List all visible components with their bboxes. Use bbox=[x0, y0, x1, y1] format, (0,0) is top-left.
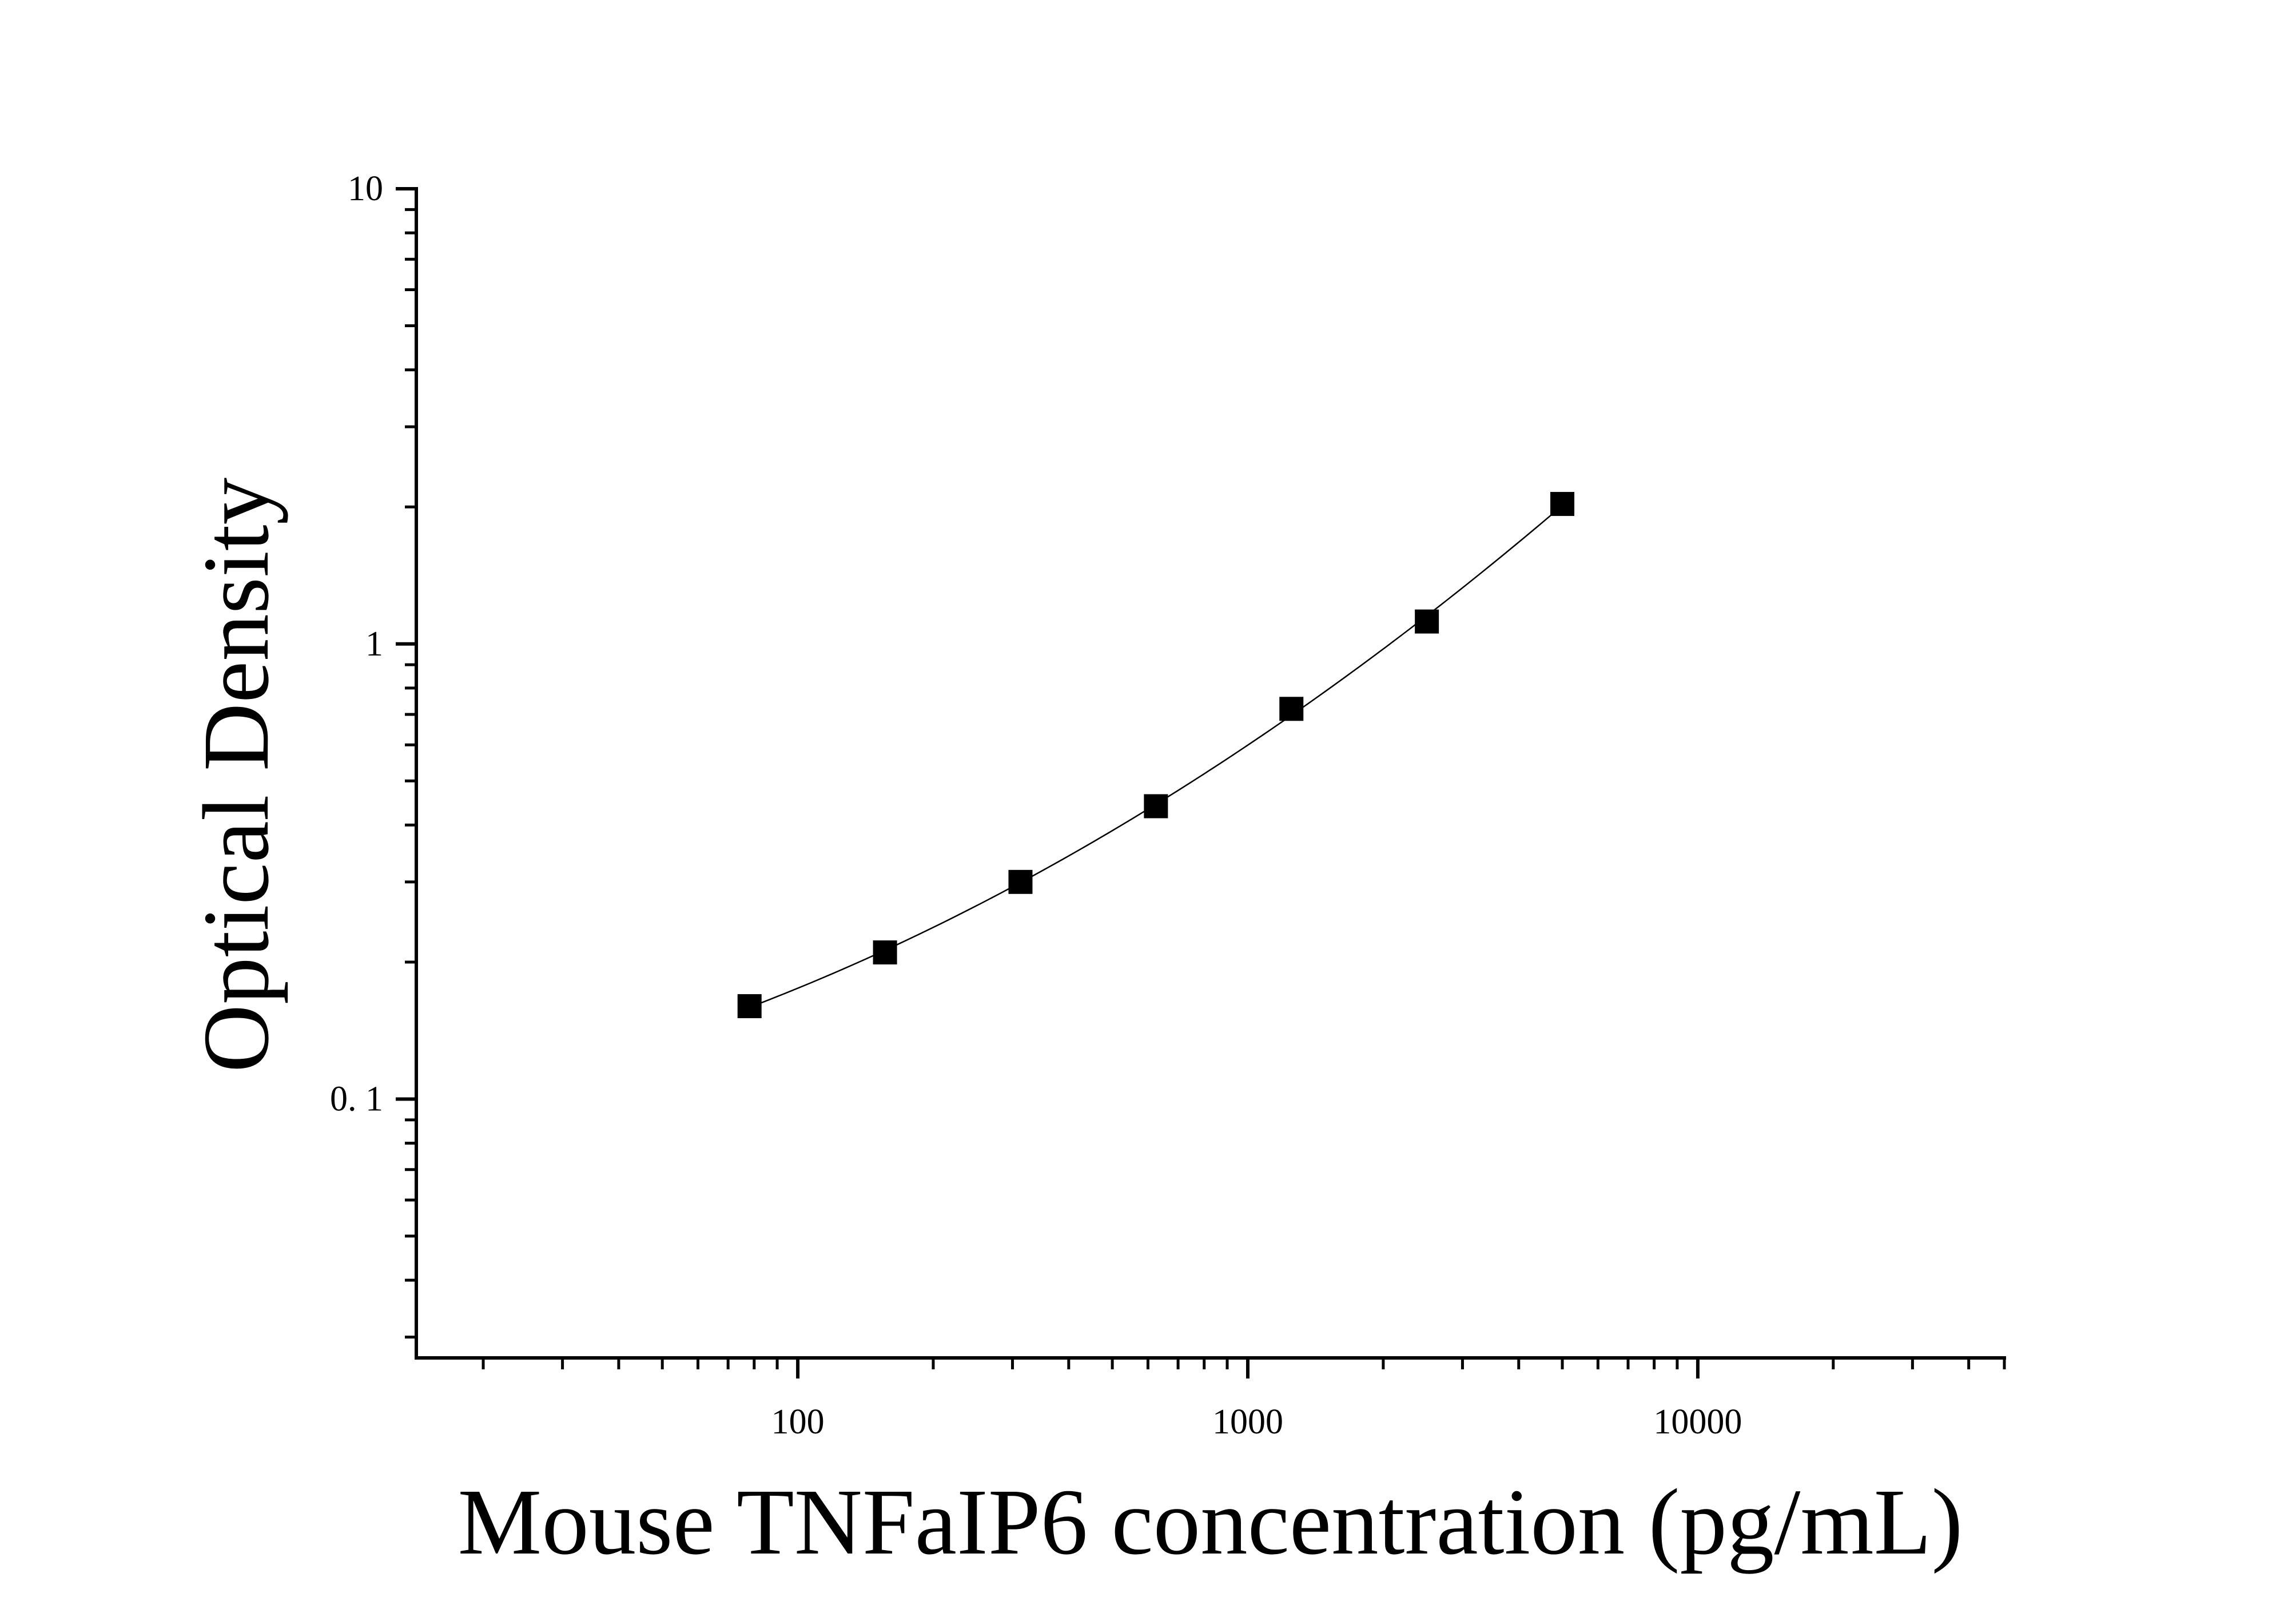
y-axis-ticks bbox=[396, 187, 416, 1339]
x-tick-label: 1000 bbox=[1212, 1403, 1283, 1441]
data-point bbox=[1008, 869, 1033, 894]
x-axis-tick-labels: 100 1000 10000 bbox=[771, 1403, 1742, 1441]
data-point bbox=[1415, 609, 1439, 634]
data-point bbox=[1550, 492, 1575, 517]
y-axis-title: Optical Density bbox=[184, 478, 288, 1072]
x-tick-label: 100 bbox=[771, 1403, 825, 1441]
axes bbox=[415, 187, 2006, 1360]
x-tick-label: 10000 bbox=[1653, 1403, 1742, 1441]
data-point bbox=[1144, 794, 1168, 819]
y-tick-label: 1 bbox=[365, 625, 383, 664]
data-point bbox=[737, 994, 762, 1019]
fit-curve bbox=[749, 504, 1563, 1008]
data-points bbox=[737, 492, 1575, 1019]
x-axis-title: Mouse TNFaIP6 concentration (pg/mL) bbox=[458, 1469, 1963, 1574]
x-axis-ticks bbox=[482, 1358, 2006, 1378]
y-tick-label: 0. 1 bbox=[330, 1080, 383, 1119]
data-point bbox=[873, 940, 897, 965]
data-point bbox=[1279, 697, 1304, 721]
y-axis-tick-labels: 0. 1 1 10 bbox=[330, 169, 383, 1119]
y-tick-label: 10 bbox=[348, 169, 383, 208]
